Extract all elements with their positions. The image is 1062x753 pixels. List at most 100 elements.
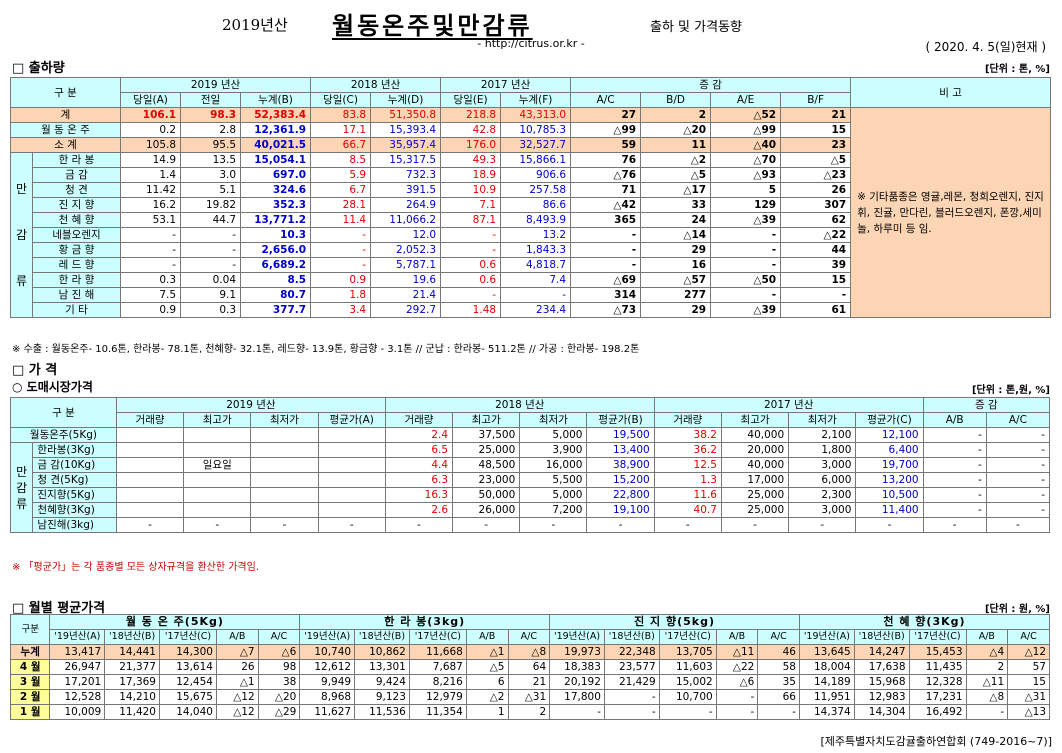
monthly-cell: 98 bbox=[257, 659, 301, 675]
monthly-cell: 18,004 bbox=[798, 659, 855, 675]
monthly-cell: △2 bbox=[465, 689, 509, 705]
shipment-cell: 19.6 bbox=[370, 272, 442, 288]
monthly-subheader: '17년산(C) bbox=[908, 629, 967, 645]
shipment-cell: 28.1 bbox=[310, 197, 372, 213]
shipment-row: 남 진 해 7.5 9.1 80.7 1.8 21.4- -314 277- - bbox=[11, 287, 1051, 303]
price-note: ※ 「평균가」는 각 품종별 모든 상자규격을 환산한 가격임. bbox=[12, 562, 260, 573]
shipment-cell: 11.42 bbox=[120, 182, 182, 198]
price-cell: - bbox=[922, 457, 987, 473]
price-cell: 38.2 bbox=[653, 427, 722, 443]
shipment-cell: 0.3 bbox=[120, 272, 182, 288]
price-cell bbox=[115, 487, 185, 503]
monthly-cell: 1 bbox=[465, 704, 509, 720]
shipment-cell: 8,493.9 bbox=[500, 212, 572, 228]
monthly-cell: 14,374 bbox=[798, 704, 855, 720]
shipment-cell: - bbox=[500, 287, 572, 303]
row-label: 레 드 향 bbox=[31, 257, 122, 273]
shipment-cell: 5,787.1 bbox=[370, 257, 442, 273]
price-cell bbox=[250, 487, 319, 503]
report-date: ( 2020. 4. 5(일)현재 ) bbox=[925, 40, 1046, 54]
price-cell: 11,400 bbox=[855, 502, 924, 518]
shipment-cell: 17.1 bbox=[310, 122, 372, 138]
price-subsection-title: ○ 도매시장가격 bbox=[12, 380, 93, 394]
price-cell: 16.3 bbox=[384, 487, 454, 503]
remark-cell: ※ 기타품종은 영귤,레몬, 청희오렌지, 진지휘, 진귤, 만다린, 블러드오… bbox=[850, 107, 1052, 318]
shipment-cell: 13.5 bbox=[180, 152, 242, 168]
monthly-row: 4 월 26,947 21,377 13,614 26 98 12,612 13,301 7,6… bbox=[9, 659, 1050, 675]
shipment-cell: 23 bbox=[780, 137, 852, 153]
price-cell: 6,000 bbox=[788, 472, 857, 488]
monthly-subheader: A/B bbox=[715, 629, 759, 645]
price-cell bbox=[183, 502, 252, 518]
monthly-cell: 15,002 bbox=[658, 674, 717, 690]
monthly-cell: 18,383 bbox=[549, 659, 605, 675]
monthly-cell: 66 bbox=[757, 689, 800, 705]
shipment-cell: 29 bbox=[640, 302, 712, 318]
shipment-cell: 95.5 bbox=[180, 137, 242, 153]
shipment-cell: △14 bbox=[640, 227, 712, 243]
price-header-gubun: 구 분 bbox=[10, 397, 117, 428]
row-label: 기 타 bbox=[31, 302, 122, 318]
shipment-cell: 0.9 bbox=[310, 272, 372, 288]
monthly-cell: 17,201 bbox=[49, 674, 106, 690]
shipment-cell: 365 bbox=[570, 212, 642, 228]
price-subheader: A/C bbox=[985, 412, 1051, 428]
shipment-cell: - bbox=[180, 242, 242, 258]
price-subheader: 최고가 bbox=[452, 412, 521, 428]
monthly-cell: △11 bbox=[715, 644, 759, 660]
shipment-cell: 15,054.1 bbox=[240, 152, 312, 168]
price-cell: 7,200 bbox=[519, 502, 588, 518]
monthly-cell: 11,668 bbox=[408, 644, 467, 660]
shipment-cell: 40,021.5 bbox=[240, 137, 312, 153]
price-cell: 2.4 bbox=[384, 427, 454, 443]
price-cell: - bbox=[985, 487, 1051, 503]
price-cell: - bbox=[922, 502, 987, 518]
shipment-cell: 24 bbox=[640, 212, 712, 228]
price-subheader: 거래량 bbox=[653, 412, 722, 428]
shipment-cell: 16.2 bbox=[120, 197, 182, 213]
monthly-cell: 23,577 bbox=[603, 659, 660, 675]
shipment-section-title: □ 출하량 bbox=[12, 61, 65, 76]
monthly-subheader: '19년산(A) bbox=[549, 629, 605, 645]
shipment-cell: - bbox=[710, 257, 782, 273]
shipment-cell: 16 bbox=[640, 257, 712, 273]
monthly-subheader: A/C bbox=[257, 629, 301, 645]
price-cell: 37,500 bbox=[452, 427, 521, 443]
shipment-cell: 1.48 bbox=[440, 302, 502, 318]
shipment-cell: 8.5 bbox=[240, 272, 312, 288]
monthly-cell: 15,453 bbox=[908, 644, 967, 660]
shipment-cell: - bbox=[570, 257, 642, 273]
monthly-cell: 26,947 bbox=[49, 659, 106, 675]
row-label: 금 감(10Kg) bbox=[32, 457, 117, 473]
shipment-subheader: 당일(C) bbox=[310, 92, 372, 108]
price-cell: 40,000 bbox=[720, 427, 790, 443]
monthly-cell: 9,123 bbox=[354, 689, 410, 705]
shipment-cell: 35,957.4 bbox=[370, 137, 442, 153]
shipment-subheader: 누계(F) bbox=[500, 92, 572, 108]
price-cell bbox=[250, 427, 319, 443]
monthly-cell: 14,300 bbox=[159, 644, 217, 660]
shipment-cell: 15,866.1 bbox=[500, 152, 572, 168]
monthly-cell: 11,435 bbox=[908, 659, 967, 675]
shipment-cell: 5.9 bbox=[310, 167, 372, 183]
monthly-cell: 14,189 bbox=[798, 674, 855, 690]
shipment-cell: △57 bbox=[640, 272, 712, 288]
price-cell: - bbox=[317, 517, 386, 533]
monthly-cell: 12,979 bbox=[408, 689, 467, 705]
shipment-cell: 257.58 bbox=[500, 182, 572, 198]
shipment-row: 천 혜 향 53.1 44.7 13,771.2 11.4 11,066.2 87.1 8,4… bbox=[11, 212, 1051, 228]
monthly-cell: 17,369 bbox=[104, 674, 160, 690]
price-cell: 25,000 bbox=[720, 502, 790, 518]
shipment-cell: 51,350.8 bbox=[370, 107, 442, 123]
monthly-group-header: 한 라 봉(3kg) bbox=[299, 614, 551, 630]
row-label: 4 월 bbox=[9, 659, 51, 675]
shipment-cell: 26 bbox=[780, 182, 852, 198]
shipment-cell: - bbox=[180, 227, 242, 243]
monthly-cell: △1 bbox=[465, 644, 509, 660]
price-cell: 15,200 bbox=[586, 472, 655, 488]
price-cell: 26,000 bbox=[452, 502, 521, 518]
shipment-cell: - bbox=[710, 227, 782, 243]
price-cell: 13,400 bbox=[586, 442, 655, 458]
monthly-cell: 16,492 bbox=[908, 704, 967, 720]
row-label: 남진해(3kg) bbox=[32, 517, 117, 533]
